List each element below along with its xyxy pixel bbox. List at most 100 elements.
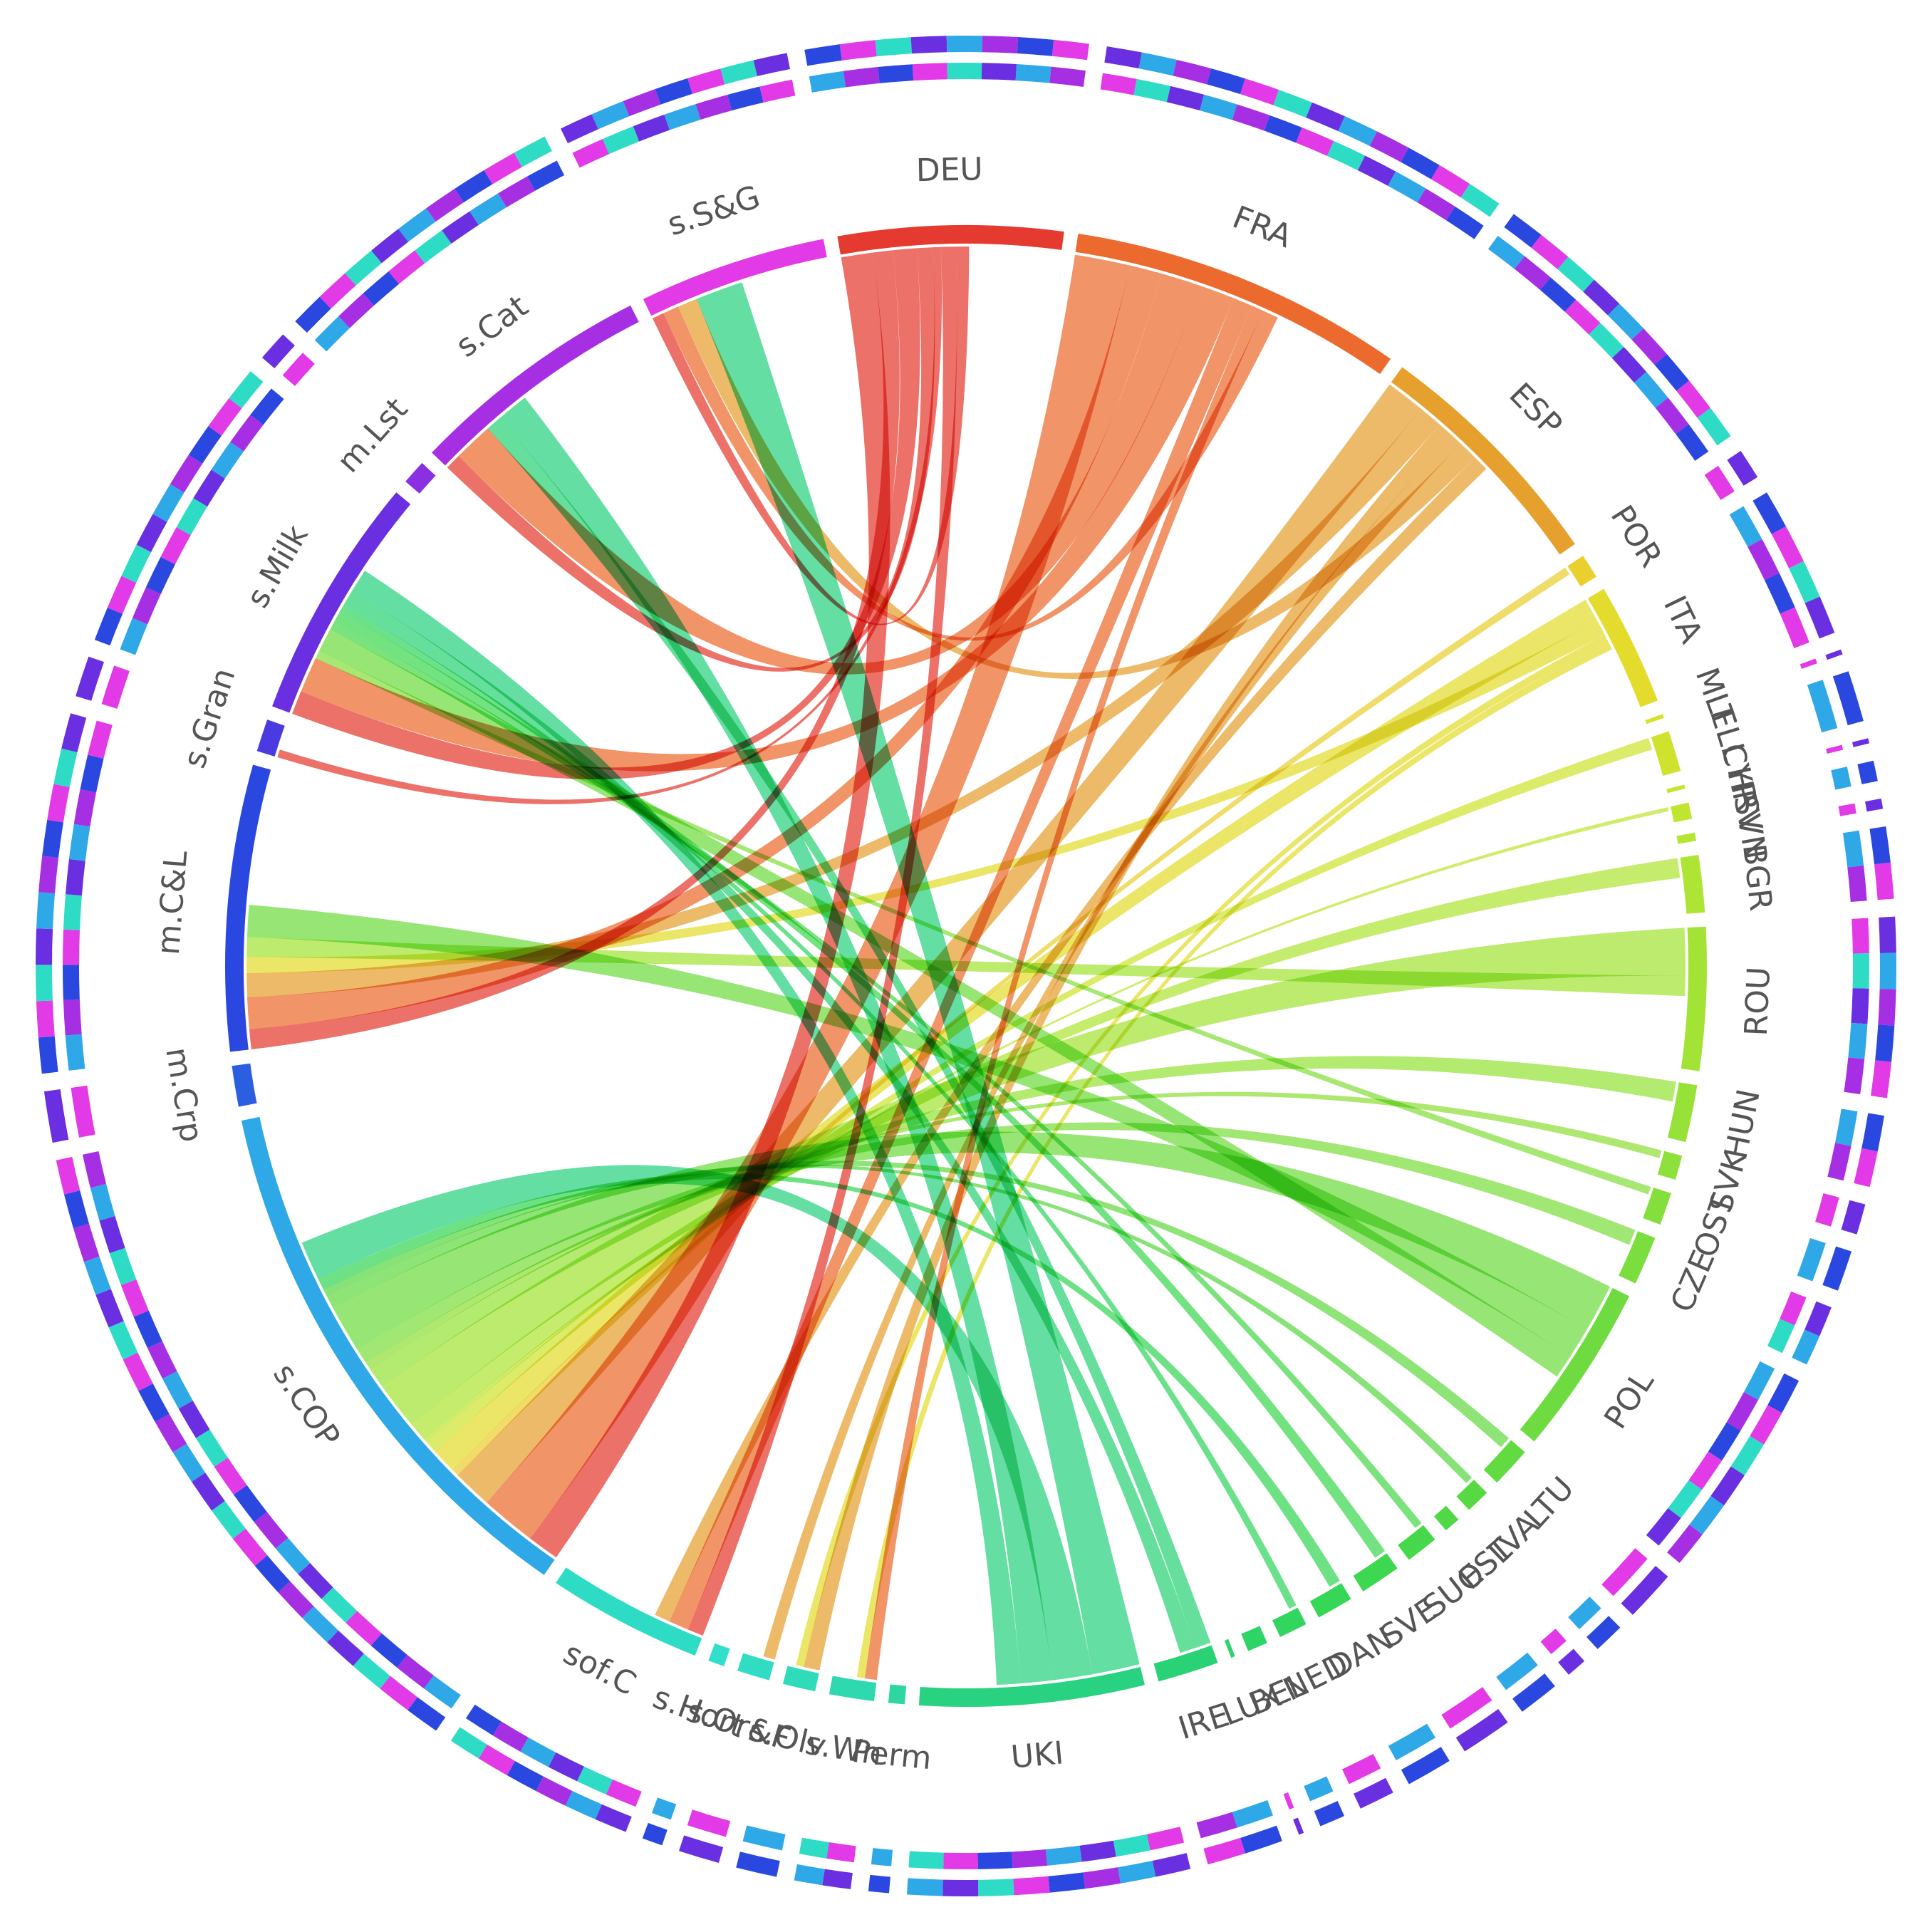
ring-block-uki-1-1 [1118,1861,1156,1884]
segment-arc-cze [1619,1231,1656,1284]
ring-block-m-c-l-1-5 [38,856,59,894]
ring-block-s-cat-1-6 [455,170,493,203]
ring-block-ltu-1-0 [1621,1566,1668,1615]
ring-block-ost-1-0 [1822,1246,1852,1291]
ring-block-s-cop-0-15 [120,1279,149,1317]
ring-block-s-wn-0-1 [799,1837,829,1859]
ring-block-uki-0-2 [1079,1840,1116,1862]
ring-block-ita-0-2 [1764,573,1795,614]
ring-block-esp-1-3 [1583,279,1620,316]
ring-block-uki-1-0 [1152,1853,1191,1877]
ribbon-group [246,246,1686,1686]
ring-block-m-c-l-1-9 [61,713,87,753]
ring-block-esp-1-5 [1631,328,1667,365]
segment-label-cze: CZE [1664,1245,1723,1318]
ring-block-s-cat-1-2 [345,250,382,286]
ring-block-deu-1-4 [946,36,982,53]
ring-block-s-milk-1-7 [208,398,242,436]
ring-block-s-cop-1-0 [407,1697,446,1731]
segment-arc-hun [1667,1082,1698,1143]
segment-label-sof-c: sof.C [558,1635,642,1703]
ring-block-svk-1-0 [1841,1200,1866,1235]
ring-block-s-cat-0-5 [442,211,479,244]
ring-block-s-s-g-1-5 [720,60,757,85]
ring-block-pol-0-3 [1688,1451,1723,1490]
segment-label-m-c-l: m.C&L [150,849,195,956]
ring-block-esp-0-8 [1676,424,1709,461]
ring-block-fra-0-2 [1166,85,1205,110]
segment-label-ire: IRE [1174,1697,1233,1747]
ring-block-ned-1-0 [1354,1777,1393,1809]
ring-block-s-milk-0-5 [193,469,225,507]
ring-block-s-wn-1-1 [794,1864,825,1886]
ring-block-m-c-l-0-7 [73,789,97,827]
ring-block-s-s-g-1-2 [623,89,661,117]
ring-block-s-s-g-1-6 [753,53,790,76]
ring-block-sof-c-0-0 [606,1779,642,1807]
ring-block-ost-0-0 [1797,1237,1826,1282]
ring-block-dan-0-0 [1388,1723,1436,1761]
ring-block-s-cop-1-16 [83,1256,111,1295]
ring-block-s-cat-0-4 [415,230,452,264]
ring-block-ita-0-3 [1780,607,1809,648]
ring-block-s-milk-1-4 [152,484,185,522]
ring-block-fra-0-11 [1446,206,1484,239]
ring-block-sof-c-1-2 [536,1776,573,1806]
ring-block-sof-c-1-0 [595,1804,632,1832]
ring-block-hun-1-0 [1861,1113,1884,1152]
ring-block-s-s-g-0-3 [664,104,701,130]
ring-block-s-cop-1-11 [155,1413,187,1453]
ring-block-uki-1-5 [977,1879,1014,1896]
segment-label-s-cop: s.COP [266,1357,347,1453]
ring-block-s-cop-1-12 [138,1383,170,1423]
ring-block-deu-1-7 [1051,39,1089,61]
ring-block-fra-1-10 [1430,165,1470,198]
ring-block-fra-1-8 [1369,131,1409,162]
segment-arc-s-or-f [737,1653,774,1681]
ring-block-sof-c-0-3 [520,1737,556,1767]
segment-label-s-s-g: s.S&G [663,179,765,244]
segment-arc-cyp [1666,784,1686,794]
ring-block-pol-1-3 [1710,1466,1745,1506]
segment-label-s-milk: s.Milk [239,519,316,614]
ring-block-s-cop-1-2 [353,1653,390,1689]
ring-block-s-or-f-0-0 [687,1809,731,1837]
ring-block-s-s-g-1-4 [687,68,725,94]
ring-block-deu-1-3 [910,36,947,54]
ring-block-ita-1-0 [1752,492,1787,534]
ring-block-deu-1-2 [875,37,913,57]
segment-label-deu: DEU [915,151,983,189]
ribbon-pol-s-milk [318,629,1571,1377]
ribbon-rou-m-c-l [246,937,1686,997]
ring-block-deu-0-7 [1049,66,1086,87]
ring-block-deu-1-1 [839,40,877,61]
segment-arc-s-wn [829,1676,877,1701]
ring-block-fra-0-6 [1296,128,1334,156]
ring-block-s-milk-0-8 [250,388,284,425]
ring-block-rou-1-4 [1871,1060,1892,1099]
ring-block-ita-1-1 [1771,526,1804,568]
ring-block-esp-0-0 [1487,236,1525,269]
segment-arc-rou [1681,926,1707,1071]
ring-block-s-cop-0-9 [214,1458,247,1495]
ring-block-m-c-l-0-0 [65,1034,85,1071]
segment-arc-dan [1309,1583,1351,1618]
segment-arc-esp [1391,367,1575,555]
ring-block-s-s-g-0-2 [633,114,670,142]
ring-block-uki-0-4 [1012,1849,1048,1869]
ring-block-deu-0-5 [981,63,1017,80]
ring-block-m-c-l-1-6 [42,819,63,858]
ring-block-s-cop-1-6 [254,1555,291,1593]
ring-block-esp-0-1 [1514,256,1551,291]
ring-block-uki-1-6 [942,1879,979,1897]
ring-block-fra-1-5 [1273,90,1312,118]
ring-block-s-cop-1-1 [380,1676,418,1710]
ring-block-m-c-l-1-7 [47,784,70,823]
ring-block-sof-c-1-3 [507,1760,544,1792]
ring-block-esp-1-2 [1557,256,1594,292]
ring-block-s-cat-0-6 [469,193,507,225]
segment-arc-ire [1153,1645,1218,1682]
ring-block-uki-1-2 [1083,1867,1121,1889]
ring-block-bel-0-0 [1304,1776,1334,1802]
segment-label-s-cat: s.Cat [450,288,535,365]
